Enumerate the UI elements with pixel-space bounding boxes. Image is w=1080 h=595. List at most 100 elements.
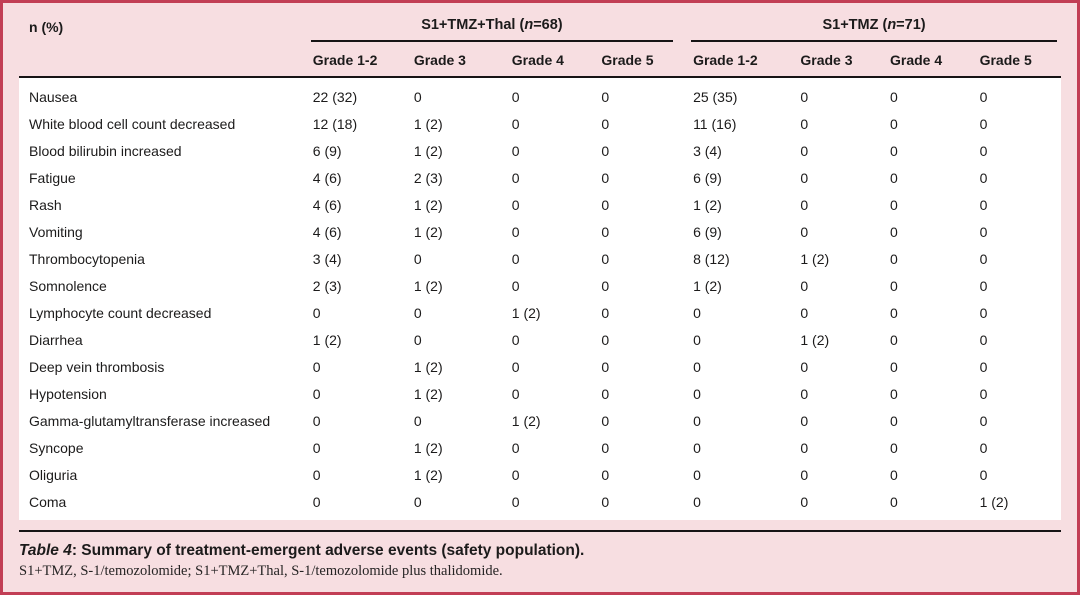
value-cell: 0: [887, 407, 978, 435]
table-row: Rash 4 (6) 1 (2) 0 0 1 (2) 0 0 0: [19, 191, 1061, 219]
value-cell: 0: [887, 299, 978, 327]
value-cell: 0: [977, 191, 1061, 219]
corner-header: n (%): [19, 13, 311, 78]
value-cell: 1 (2): [411, 191, 510, 219]
value-cell: 1 (2): [411, 380, 510, 408]
table-caption: Table 4: Summary of treatment-emergent a…: [19, 542, 1061, 560]
value-cell: 0: [977, 380, 1061, 408]
value-cell: 0: [887, 218, 978, 246]
value-cell: 0: [599, 434, 692, 462]
value-cell: 0: [509, 272, 600, 300]
value-cell: 0: [599, 407, 692, 435]
value-cell: 0: [977, 434, 1061, 462]
table-row: Vomiting 4 (6) 1 (2) 0 0 6 (9) 0 0 0: [19, 218, 1061, 246]
grade-header-arm2-2: Grade 3: [798, 42, 888, 78]
table-body: Nausea 22 (32) 0 0 0 25 (35) 0 0 0 White blood ce…: [19, 77, 1061, 520]
value-cell: 1 (2): [798, 245, 888, 273]
value-cell: 1 (2): [411, 461, 510, 489]
value-cell: 0: [599, 272, 692, 300]
value-cell: 0: [411, 299, 510, 327]
value-cell: 0: [599, 77, 692, 111]
value-cell: 8 (12): [691, 245, 799, 273]
value-cell: 3 (4): [691, 137, 799, 165]
value-cell: 4 (6): [310, 191, 412, 219]
value-cell: 0: [798, 434, 888, 462]
table-row: Blood bilirubin increased 6 (9) 1 (2) 0 0 3 (…: [19, 137, 1061, 165]
table-header: n (%) S1+TMZ+Thal (n=68) S1+TMZ (n=71) G…: [19, 13, 1061, 78]
value-cell: 0: [599, 353, 692, 381]
value-cell: 0: [798, 299, 888, 327]
value-cell: 1 (2): [411, 353, 510, 381]
value-cell: 0: [691, 380, 799, 408]
value-cell: 2 (3): [411, 164, 510, 192]
table-row: Nausea 22 (32) 0 0 0 25 (35) 0 0 0: [19, 77, 1061, 111]
value-cell: 0: [599, 326, 692, 354]
value-cell: 0: [509, 326, 600, 354]
value-cell: 2 (3): [310, 272, 412, 300]
value-cell: 0: [599, 191, 692, 219]
value-cell: 0: [887, 326, 978, 354]
group2-prefix: S1+TMZ (: [822, 17, 888, 33]
value-cell: 0: [887, 272, 978, 300]
grade-header-arm2-3: Grade 4: [887, 42, 978, 78]
value-cell: 1 (2): [509, 299, 600, 327]
value-cell: 12 (18): [310, 110, 412, 138]
adverse-event-name: Blood bilirubin increased: [19, 137, 311, 165]
value-cell: 22 (32): [310, 77, 412, 111]
value-cell: 0: [509, 191, 600, 219]
value-cell: 0: [509, 434, 600, 462]
value-cell: 0: [310, 434, 412, 462]
value-cell: 0: [411, 77, 510, 111]
value-cell: 0: [977, 326, 1061, 354]
value-cell: 1 (2): [411, 272, 510, 300]
adverse-event-name: Rash: [19, 191, 311, 219]
group2-suffix: =71): [896, 17, 926, 33]
value-cell: 1 (2): [310, 326, 412, 354]
value-cell: 0: [599, 218, 692, 246]
grade-header-row: Grade 1-2 Grade 3 Grade 4 Grade 5 Grade …: [19, 42, 1061, 78]
value-cell: 0: [887, 434, 978, 462]
value-cell: 0: [887, 353, 978, 381]
value-cell: 0: [691, 299, 799, 327]
value-cell: 1 (2): [798, 326, 888, 354]
value-cell: 0: [798, 164, 888, 192]
value-cell: 0: [798, 272, 888, 300]
group2-n: n: [887, 17, 897, 33]
value-cell: 6 (9): [691, 164, 799, 192]
value-cell: 0: [599, 461, 692, 489]
value-cell: 0: [977, 245, 1061, 273]
value-cell: 0: [310, 353, 412, 381]
corner-header-label: n (%): [29, 19, 64, 35]
value-cell: 0: [798, 218, 888, 246]
value-cell: 0: [887, 488, 978, 520]
value-cell: 1 (2): [411, 434, 510, 462]
adverse-event-name: Gamma-glutamyltransferase increased: [19, 407, 311, 435]
value-cell: 0: [509, 380, 600, 408]
value-cell: 0: [509, 110, 600, 138]
value-cell: 6 (9): [691, 218, 799, 246]
adverse-events-table: n (%) S1+TMZ+Thal (n=68) S1+TMZ (n=71) G…: [19, 13, 1061, 520]
caption-divider: [19, 530, 1061, 532]
value-cell: 0: [599, 299, 692, 327]
value-cell: 4 (6): [310, 164, 412, 192]
value-cell: 0: [887, 461, 978, 489]
value-cell: 0: [977, 272, 1061, 300]
value-cell: 0: [887, 380, 978, 408]
table-row: Hypotension 0 1 (2) 0 0 0 0 0 0: [19, 380, 1061, 408]
table-row: Lymphocyte count decreased 0 0 1 (2) 0 0 0 0 0: [19, 299, 1061, 327]
value-cell: 0: [509, 353, 600, 381]
value-cell: 1 (2): [509, 407, 600, 435]
group-header-arm1-label: S1+TMZ+Thal (n=68): [310, 17, 674, 42]
value-cell: 3 (4): [310, 245, 412, 273]
grade-header-arm2-1: Grade 1-2: [691, 42, 799, 78]
grade-header-arm1-4: Grade 5: [599, 42, 692, 78]
group-header-arm2-label: S1+TMZ (n=71): [691, 17, 1057, 42]
value-cell: 0: [977, 110, 1061, 138]
value-cell: 0: [310, 488, 412, 520]
adverse-event-name: Syncope: [19, 434, 311, 462]
value-cell: 0: [599, 110, 692, 138]
table-footnote: S1+TMZ, S-1/temozolomide; S1+TMZ+Thal, S…: [19, 563, 503, 579]
value-cell: 6 (9): [310, 137, 412, 165]
value-cell: 0: [977, 77, 1061, 111]
